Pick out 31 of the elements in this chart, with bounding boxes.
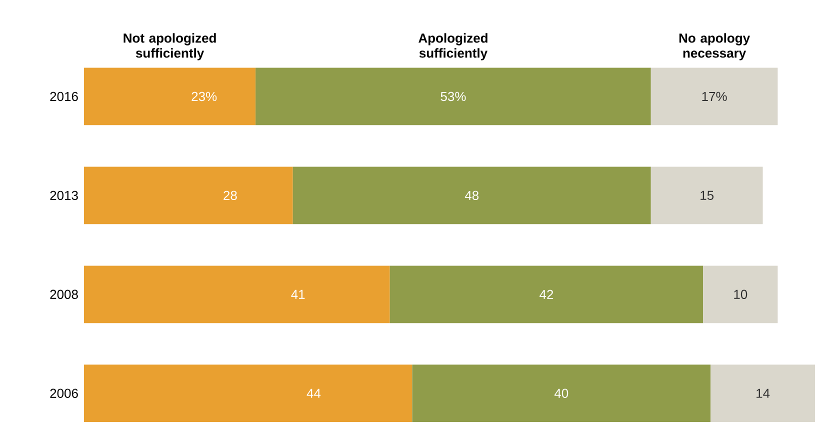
bar bbox=[292, 166, 651, 224]
data-label: 17% bbox=[702, 92, 727, 102]
data-label: 53% bbox=[440, 92, 466, 102]
bar bbox=[84, 166, 293, 224]
bar bbox=[650, 166, 763, 224]
series-label: No apology necessary bbox=[679, 33, 750, 60]
data-label: 40 bbox=[554, 388, 568, 398]
series-label: Apologized sufficiently bbox=[418, 33, 488, 60]
data-label: 41 bbox=[291, 290, 305, 299]
bar bbox=[256, 68, 651, 126]
bar bbox=[84, 364, 412, 422]
bar bbox=[703, 266, 778, 324]
data-label: 15 bbox=[700, 190, 714, 200]
data-label: 10 bbox=[734, 290, 748, 299]
data-label: 23% bbox=[192, 92, 217, 102]
data-label: 44 bbox=[306, 388, 321, 398]
bar bbox=[84, 266, 390, 324]
y-tick-label: 2008 bbox=[50, 290, 78, 299]
data-label: 14 bbox=[756, 388, 770, 398]
bar bbox=[412, 364, 711, 422]
bar bbox=[710, 364, 815, 422]
series-label: Not apologized sufficiently bbox=[124, 33, 216, 60]
y-tick-label: 2006 bbox=[50, 388, 78, 398]
y-tick-label: 2016 bbox=[50, 92, 78, 102]
bar bbox=[390, 266, 704, 324]
bar bbox=[650, 68, 778, 126]
y-tick-label: 2013 bbox=[50, 190, 78, 200]
data-label: 42 bbox=[540, 290, 554, 299]
data-label: 48 bbox=[464, 190, 479, 200]
data-label: 28 bbox=[224, 190, 237, 200]
bar bbox=[84, 68, 256, 126]
